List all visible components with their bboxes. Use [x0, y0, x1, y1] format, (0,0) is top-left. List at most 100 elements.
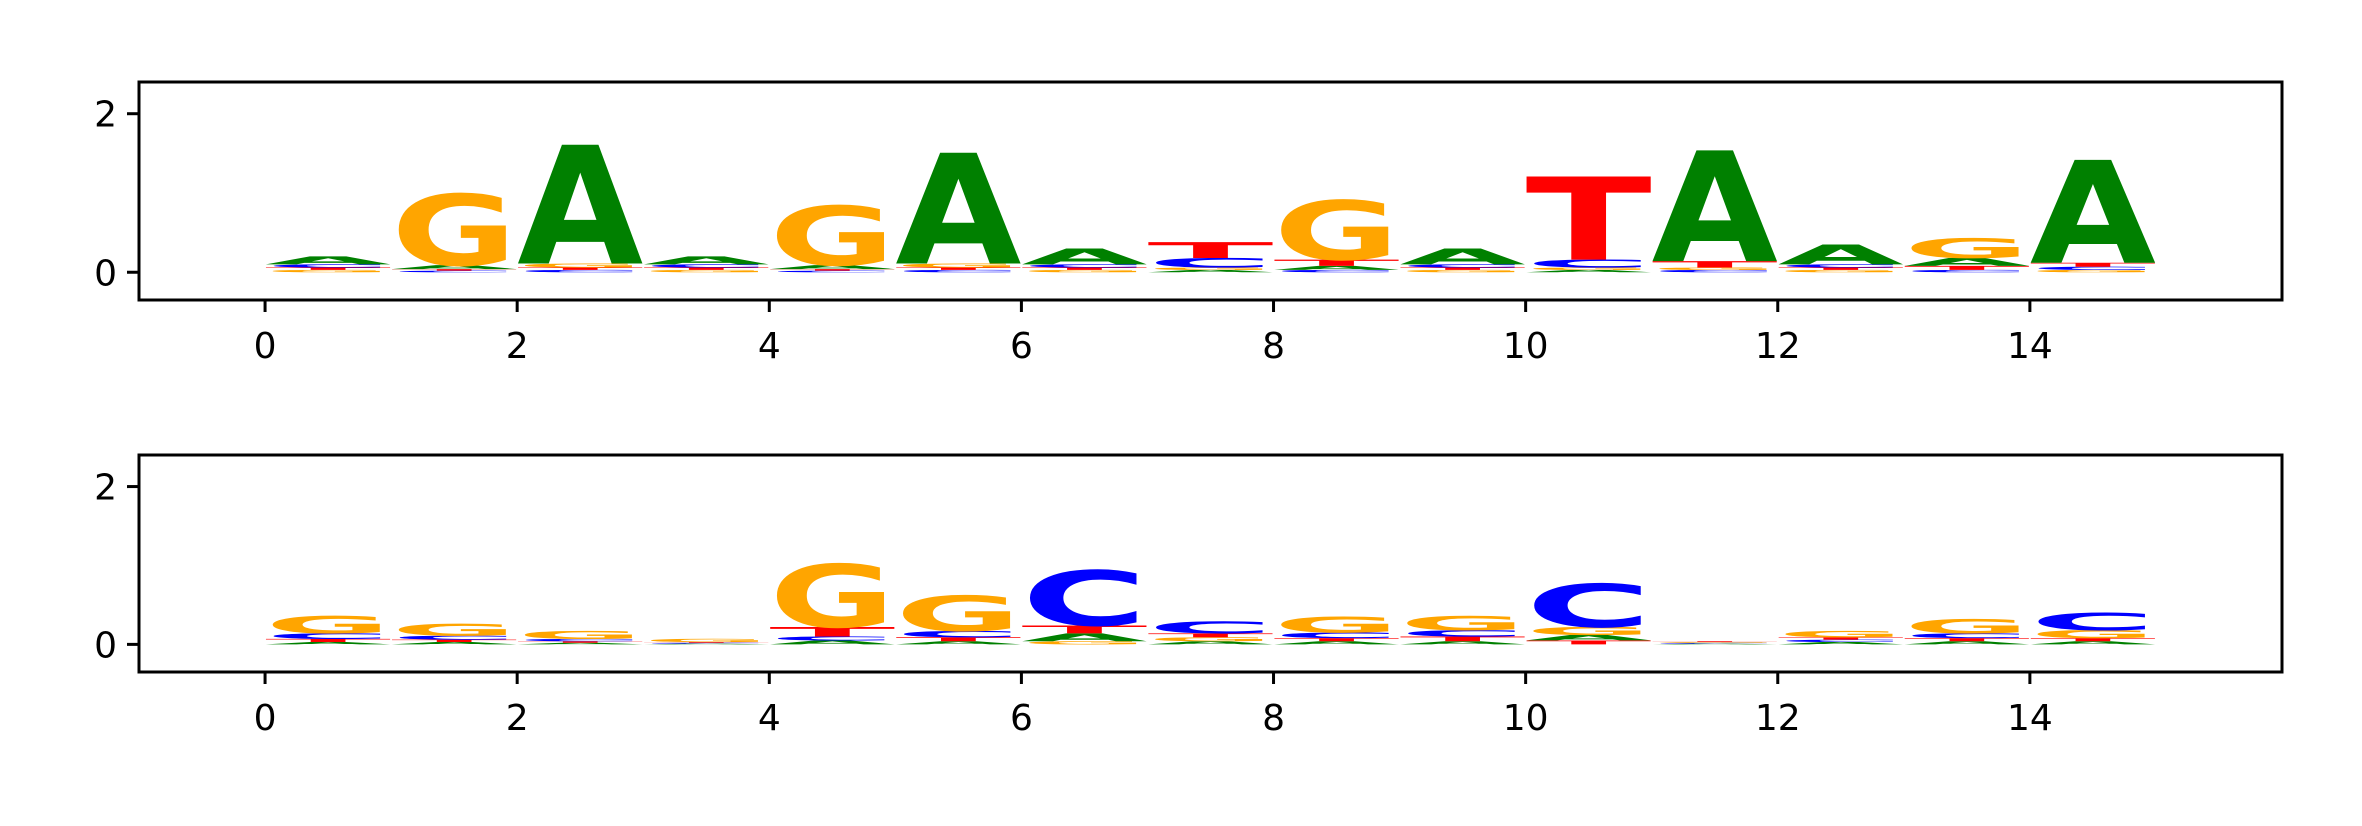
- logo-letter-C: C: [769, 635, 895, 641]
- logo-letter-A: A: [265, 254, 391, 267]
- logo-letter-G: G: [391, 176, 517, 289]
- x-tick-label: 12: [1755, 698, 1801, 739]
- logo-letter-T: T: [2030, 637, 2156, 642]
- logo-letter-C: C: [1147, 255, 1273, 270]
- logo-letter-G: G: [1526, 625, 1652, 638]
- logo-letter-T: T: [265, 638, 391, 643]
- logo-letter-C: C: [1400, 628, 1526, 638]
- logo-letter-C: C: [1904, 269, 2030, 273]
- logo-letter-G: G: [1652, 267, 1778, 271]
- logo-letter-T: T: [1778, 637, 1904, 641]
- logo-letter-A: A: [1400, 244, 1526, 269]
- logo-letter-G: G: [1147, 267, 1273, 271]
- logo-letter-A: A: [1147, 640, 1273, 645]
- logo-letter-A: A: [1904, 256, 2030, 269]
- logo-letter-T: T: [895, 636, 1021, 642]
- logo-letter-A: A: [769, 639, 895, 645]
- logo-letter-A: A: [1021, 631, 1147, 644]
- logo-letter-C: C: [769, 270, 895, 273]
- logo-letter-A: A: [1652, 121, 1778, 298]
- logo-letter-A: A: [1400, 640, 1526, 645]
- logo-letter-T: T: [1274, 258, 1400, 268]
- logo-letter-G: G: [769, 547, 895, 648]
- logo-letter-C: C: [1526, 257, 1652, 270]
- logo-letter-T: T: [2030, 262, 2156, 268]
- logo-letter-G: G: [1400, 612, 1526, 635]
- x-tick-label: 10: [1503, 326, 1549, 367]
- logo-letter-A: A: [2030, 640, 2156, 645]
- logo-letter-G: G: [2030, 628, 2156, 641]
- logo-letter-T: T: [391, 639, 517, 643]
- y-tick-label: 0: [94, 253, 117, 294]
- logo-letter-A: A: [1526, 269, 1652, 273]
- logo-letter-C: C: [895, 629, 1021, 639]
- x-tick-label: 8: [1262, 326, 1285, 367]
- x-tick-label: 2: [506, 326, 529, 367]
- logo-letter-C: C: [1021, 556, 1147, 644]
- logo-letter-A: A: [1778, 641, 1904, 645]
- x-tick-label: 0: [254, 698, 277, 739]
- x-tick-label: 8: [1262, 698, 1285, 739]
- logo-letter-A: A: [391, 641, 517, 645]
- y-tick-label: 2: [94, 95, 117, 136]
- logo-letter-C: C: [1652, 643, 1778, 644]
- logo-letter-C: C: [1274, 269, 1400, 273]
- logo-letter-A: A: [1904, 640, 2030, 645]
- logo-letter-T: T: [769, 624, 895, 639]
- x-tick-label: 2: [506, 698, 529, 739]
- logo-letter-A: A: [1021, 244, 1147, 269]
- logo-letter-G: G: [1147, 636, 1273, 642]
- logo-letter-G: G: [1904, 615, 2030, 638]
- logo-letter-T: T: [1526, 639, 1652, 645]
- x-axis: 0 2 4 6 8 10 12 14: [254, 672, 2053, 739]
- logo-letter-C: C: [517, 638, 643, 642]
- logo-letter-C: C: [1778, 639, 1904, 643]
- logo-letter-C: C: [2030, 266, 2156, 271]
- logo-letter-T: T: [1904, 265, 2030, 271]
- logo-letter-G: G: [517, 262, 643, 268]
- logo-letter-A: A: [1526, 633, 1652, 642]
- logo-letter-T: T: [1021, 267, 1147, 271]
- logo-letter-C: C: [1021, 263, 1147, 268]
- logo-letter-T: T: [769, 269, 895, 272]
- logo-letter-G: G: [265, 611, 391, 639]
- logo-letter-T: T: [1274, 637, 1400, 642]
- plot-frame: [137, 80, 2284, 302]
- x-tick-label: 6: [1010, 698, 1033, 739]
- logo-letter-T: T: [1147, 632, 1273, 638]
- plot-frame: [137, 453, 2284, 674]
- logo-letter-G: G: [769, 190, 895, 285]
- logo-letter-C: C: [1904, 632, 2030, 640]
- x-axis: 0 2 4 6 8 10 12 14: [254, 300, 2053, 367]
- logo-letter-A: A: [1652, 643, 1778, 644]
- logo-letter-C: C: [2030, 608, 2156, 636]
- logo-letter-A: A: [643, 643, 769, 644]
- x-tick-label: 10: [1503, 698, 1549, 739]
- logo-letter-C: C: [265, 632, 391, 641]
- logo-letter-T: T: [265, 267, 391, 271]
